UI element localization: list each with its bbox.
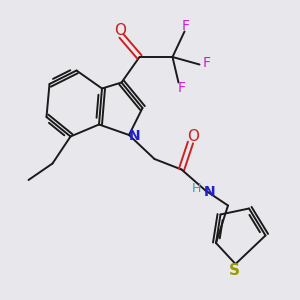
Text: F: F [178,81,185,95]
Text: S: S [229,263,239,278]
Text: N: N [203,185,215,199]
Text: O: O [188,129,200,144]
Text: F: F [182,19,190,32]
Text: O: O [114,23,126,38]
Text: H: H [192,182,201,196]
Text: N: N [129,130,140,143]
Text: F: F [203,56,211,70]
